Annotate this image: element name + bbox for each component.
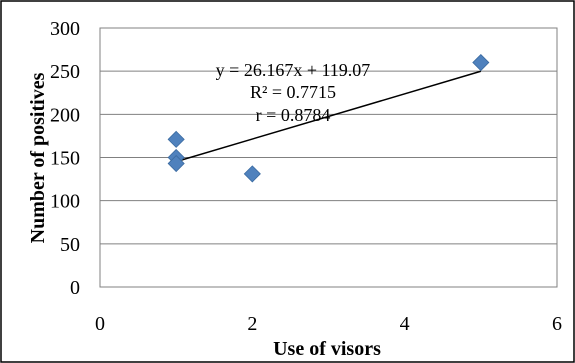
x-tick-label: 2 xyxy=(247,313,257,335)
y-tick-label: 150 xyxy=(50,148,80,170)
trend-equation: y = 26.167x + 119.07 xyxy=(216,60,371,80)
x-tick-label: 0 xyxy=(95,313,105,335)
data-point xyxy=(167,154,185,173)
y-tick-label: 200 xyxy=(50,104,80,126)
gridlines xyxy=(100,27,557,245)
y-axis-title: Number of positives xyxy=(27,72,49,243)
data-point xyxy=(472,53,490,72)
trendline xyxy=(175,70,482,163)
y-tick-label: 100 xyxy=(50,191,80,213)
data-points xyxy=(167,53,490,183)
data-point xyxy=(243,165,261,183)
x-axis-title: Use of visors xyxy=(273,338,381,360)
trendline-group xyxy=(175,70,482,163)
data-point xyxy=(167,130,185,148)
y-tick-label: 0 xyxy=(70,277,80,299)
y-tick-label: 250 xyxy=(50,61,80,83)
y-tick-label: 50 xyxy=(60,234,80,256)
x-tick-label: 4 xyxy=(400,313,410,335)
x-tick-label: 6 xyxy=(552,313,562,335)
y-axis-ticks: 0 50 100 150 200 250 300 xyxy=(50,18,80,299)
x-axis-ticks: 0 2 4 6 xyxy=(95,313,562,335)
y-tick-label: 300 xyxy=(50,18,80,40)
trend-r: r = 0.8784 xyxy=(256,105,331,125)
trend-r-squared: R² = 0.7715 xyxy=(250,82,336,102)
